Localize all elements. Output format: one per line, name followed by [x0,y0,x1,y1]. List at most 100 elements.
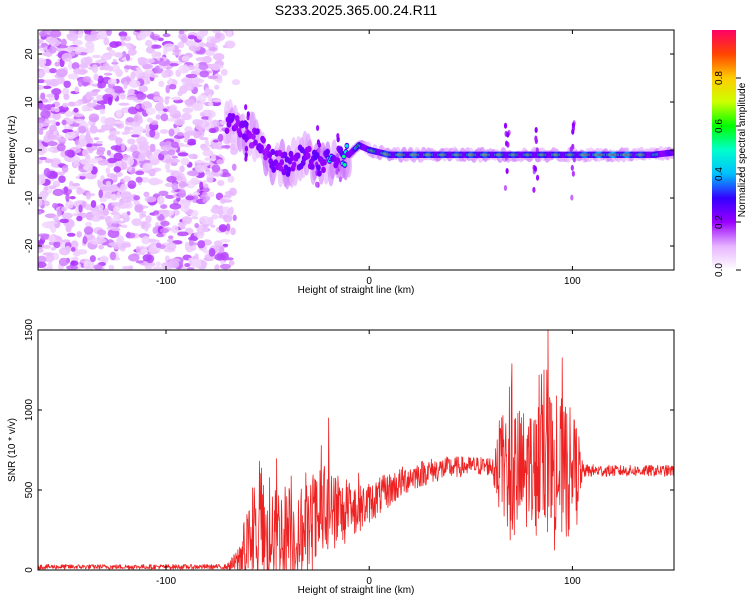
spectrogram-cell [73,46,86,52]
spectrogram-cell [61,165,69,173]
spectrogram-cell [145,215,152,224]
spectrogram-cell [106,157,117,164]
spectrogram-cell [114,52,124,58]
spectrogram-cell [224,127,230,134]
spectrogram-cell [196,234,204,239]
spectrogram-ytick-label: -10 [24,190,35,205]
spectrogram-cell [44,158,54,164]
spectrogram-cell [177,152,189,157]
spectrogram-cell [168,105,177,115]
spectrogram-cell [279,159,285,166]
spectrogram-cell [42,267,48,270]
spectrogram-cell [40,173,45,179]
spectrogram-cell [108,130,121,135]
spectrogram-cell [185,40,197,47]
spectrogram-cell [38,30,47,37]
spectrogram-cell [111,202,122,207]
spectrogram-cell [211,153,216,162]
spectrogram-cell [204,42,216,48]
spectrogram-cell [91,64,99,74]
spectrogram-cell [38,129,44,135]
spectrogram-cell [291,161,297,168]
spectrogram-cell [305,152,311,160]
spectrogram-cell [168,128,175,137]
spectrogram-cell [164,162,171,171]
spectrogram-cell [188,153,198,160]
spectrogram-cell [338,176,343,183]
spectrogram-cell [191,216,199,220]
spectrogram-cell [90,200,97,208]
spectrogram-cell [183,82,195,91]
spectrogram-cell [56,208,62,217]
spectrogram-cell [181,265,186,270]
spectrogram-cell [76,231,83,238]
spectrogram-cell [180,35,188,43]
spectrogram-cell [193,131,200,139]
spectrogram-cell [218,205,224,210]
spectrogram-cell [345,153,352,178]
spectrogram-cell [157,195,165,205]
spectrogram-cell [131,134,140,138]
figure-title: S233.2025.365.00.24.R11 [275,2,438,18]
spectrogram-cell [217,133,224,142]
spectrogram-cell [82,76,92,83]
spectrogram-cell [164,97,170,105]
spectrogram-cell [167,149,176,156]
spectrogram-cell [135,246,142,253]
spectrogram-cell [116,191,121,199]
spectrogram-cell [50,247,57,251]
spectrogram-cell [126,117,135,123]
spectrogram-cell [59,218,70,224]
spectrogram-cell [64,110,73,118]
spectrogram-cell [54,107,60,113]
spectrogram-cell [128,48,135,53]
spectrogram-cell [116,235,125,245]
spectrogram-cell [38,45,43,49]
spectrogram-cell [111,64,120,73]
spectrogram-cell [96,149,105,156]
spectrogram-cell [67,101,76,107]
spectrogram-cell [133,114,139,123]
spectrogram-cell [182,216,193,225]
spectrogram-cell [220,68,228,76]
spectrogram-cell [185,130,194,136]
spectrogram-cell [208,127,217,134]
snr-ytick-label: 500 [24,481,35,498]
spectrogram-cell [142,162,153,171]
spectrogram-cell [95,59,107,64]
spectrogram-cell [139,30,152,37]
spectrogram-cell [98,215,106,220]
spectrogram-cell [145,39,153,47]
spectrogram-cell [128,79,141,88]
spectrogram-cell [54,78,66,85]
spectrogram-cell [181,55,190,62]
spectrogram-cell [71,155,81,165]
spectrogram-cell [114,41,122,47]
spectrogram-cell [144,196,157,203]
spectrogram-cell [85,92,91,99]
spectrogram-cell [84,221,92,227]
spectrogram-cell [105,219,112,227]
spectrogram-cell [317,170,322,177]
spectrogram-cell [113,220,126,224]
spectrogram-cell [147,264,153,270]
spectrogram-cell [50,157,61,165]
spectrogram-cell [135,176,143,183]
spectrogram-cell [81,201,86,208]
spectrogram-cell [110,194,118,201]
spectrogram-cell [127,138,136,145]
spectrogram-cell [182,107,194,114]
spectrogram-cell [118,31,128,38]
spectrogram-cell [45,254,55,263]
spectrogram-cell [167,260,180,269]
spectrogram-cell [177,90,183,97]
spectrogram-cell [43,79,54,84]
spectrogram-cell [145,254,155,264]
spectrogram-cell [505,167,509,174]
spectrogram-cell [62,102,69,108]
spectrogram-cell [191,83,203,88]
spectrogram-cell [166,175,177,183]
spectrogram-cell [163,43,176,52]
spectrogram-cell [48,96,55,101]
spectrogram-cell [40,92,46,100]
